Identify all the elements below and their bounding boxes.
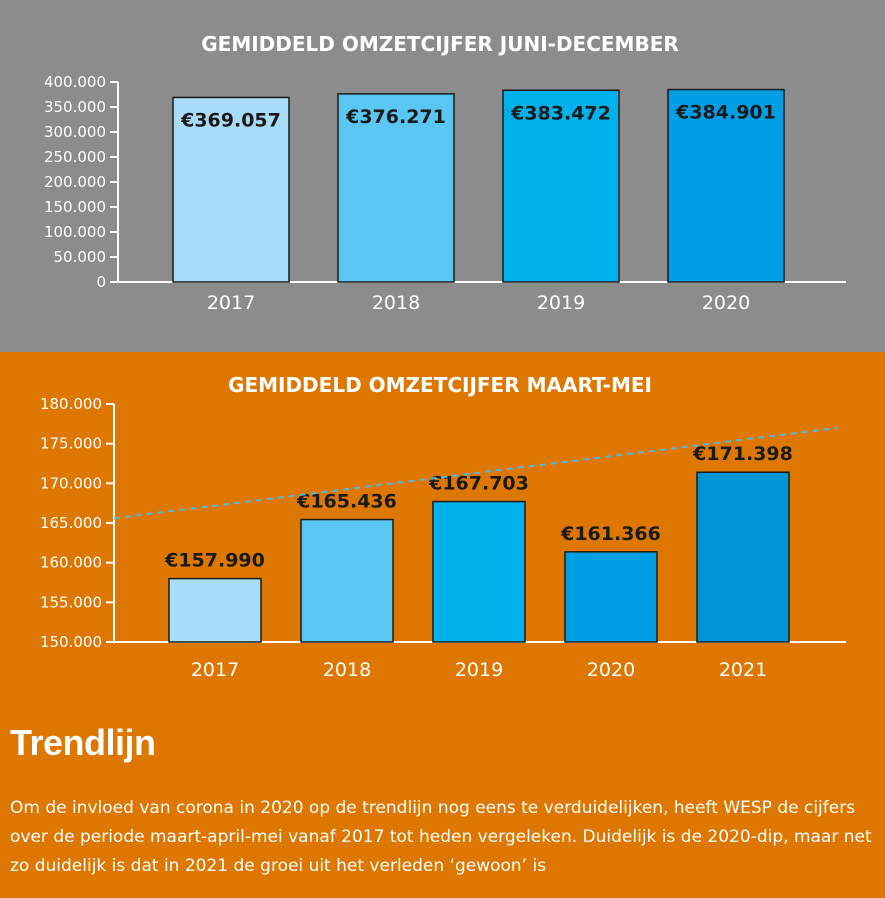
y-tick-label: 150.000 bbox=[40, 633, 102, 651]
data-label: €369.057 bbox=[180, 109, 281, 131]
x-tick-label: 2020 bbox=[702, 292, 750, 314]
y-tick-label: 350.000 bbox=[44, 98, 106, 116]
y-tick-label: 165.000 bbox=[40, 514, 102, 532]
x-tick-label: 2019 bbox=[537, 292, 585, 314]
bar bbox=[172, 96, 290, 283]
y-tick-label: 160.000 bbox=[40, 554, 102, 572]
data-label: €167.703 bbox=[428, 473, 529, 495]
y-tick-label: 180.000 bbox=[40, 395, 102, 413]
chart-title: GEMIDDELD OMZETCIJFER MAART-MEI bbox=[228, 373, 652, 397]
y-tick-label: 300.000 bbox=[44, 123, 106, 141]
x-tick-label: 2021 bbox=[719, 659, 767, 681]
article-body: Om de invloed van corona in 2020 op de t… bbox=[10, 798, 872, 876]
chart-title: GEMIDDELD OMZETCIJFER JUNI-DECEMBER bbox=[201, 32, 679, 56]
y-tick-label: 200.000 bbox=[44, 173, 106, 191]
data-label: €376.271 bbox=[345, 106, 446, 128]
y-tick-label: 250.000 bbox=[44, 148, 106, 166]
y-tick-label: 175.000 bbox=[40, 435, 102, 453]
chart-juni-december-panel: GEMIDDELD OMZETCIJFER JUNI-DECEMBER 0 50.0… bbox=[0, 0, 885, 352]
data-label: €165.436 bbox=[296, 491, 397, 513]
y-tick-label: 155.000 bbox=[40, 593, 102, 611]
bar bbox=[502, 89, 620, 283]
data-label: €383.472 bbox=[510, 102, 611, 124]
y-tick-label: 0 bbox=[96, 273, 106, 291]
data-label: €384.901 bbox=[675, 102, 776, 124]
article-heading: Trendlijn bbox=[10, 722, 156, 763]
chart-juni-december: GEMIDDELD OMZETCIJFER JUNI-DECEMBER 0 50.0… bbox=[44, 32, 846, 314]
y-tick-label: 400.000 bbox=[44, 73, 106, 91]
x-tick-label: 2017 bbox=[207, 292, 255, 314]
x-tick-label: 2017 bbox=[191, 659, 239, 681]
chart-maart-mei: GEMIDDELD OMZETCIJFER MAART-MEI 150.000 15… bbox=[40, 373, 846, 681]
bar bbox=[667, 88, 785, 283]
data-label: €157.990 bbox=[164, 550, 265, 572]
trendline bbox=[113, 426, 839, 520]
y-tick-label: 150.000 bbox=[44, 198, 106, 216]
bar bbox=[696, 471, 790, 643]
chart-maart-mei-panel: GEMIDDELD OMZETCIJFER MAART-MEI 150.000 15… bbox=[0, 352, 885, 898]
x-tick-label: 2019 bbox=[455, 659, 503, 681]
x-tick-label: 2018 bbox=[372, 292, 420, 314]
bar bbox=[432, 500, 526, 643]
bar bbox=[564, 551, 658, 643]
data-label: €171.398 bbox=[692, 443, 793, 465]
bar bbox=[337, 93, 455, 283]
bar bbox=[168, 577, 262, 643]
y-tick-label: 50.000 bbox=[54, 248, 107, 266]
y-tick-label: 170.000 bbox=[40, 474, 102, 492]
x-tick-label: 2020 bbox=[587, 659, 635, 681]
data-label: €161.366 bbox=[560, 523, 661, 545]
x-tick-label: 2018 bbox=[323, 659, 371, 681]
y-tick-label: 100.000 bbox=[44, 223, 106, 241]
bar bbox=[300, 518, 394, 643]
